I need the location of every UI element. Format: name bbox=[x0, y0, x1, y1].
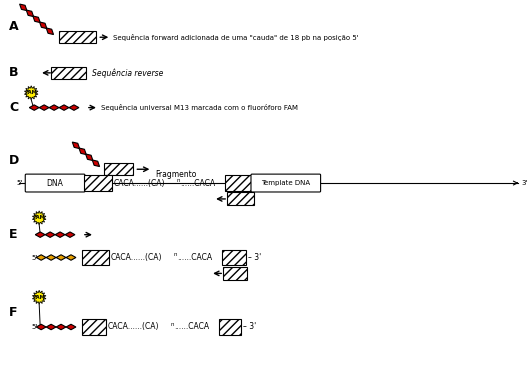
Polygon shape bbox=[45, 232, 55, 237]
Polygon shape bbox=[40, 22, 47, 29]
Bar bbox=[219, 319, 241, 335]
Text: 5': 5' bbox=[16, 180, 22, 186]
Bar bbox=[104, 163, 133, 175]
Bar bbox=[84, 175, 112, 191]
Polygon shape bbox=[92, 160, 100, 166]
Text: n: n bbox=[174, 252, 177, 257]
Polygon shape bbox=[49, 105, 59, 110]
Bar bbox=[51, 67, 86, 79]
Polygon shape bbox=[32, 211, 46, 225]
Polygon shape bbox=[20, 4, 27, 11]
Bar bbox=[82, 319, 106, 335]
Polygon shape bbox=[46, 28, 54, 35]
Text: A: A bbox=[10, 20, 19, 33]
Polygon shape bbox=[56, 324, 66, 330]
Text: – 3': – 3' bbox=[243, 322, 256, 331]
Text: B: B bbox=[10, 66, 19, 79]
Polygon shape bbox=[46, 255, 56, 260]
Text: 3': 3' bbox=[521, 180, 528, 186]
Bar bbox=[58, 31, 96, 43]
Polygon shape bbox=[36, 255, 46, 260]
Text: FAM: FAM bbox=[33, 295, 45, 300]
Text: D: D bbox=[10, 154, 20, 167]
Polygon shape bbox=[69, 105, 79, 110]
Text: Sequência forward adicionada de uma "cauda" de 18 pb na posição 5': Sequência forward adicionada de uma "cau… bbox=[113, 34, 359, 41]
Text: CACA......(CA): CACA......(CA) bbox=[114, 179, 165, 187]
Bar bbox=[225, 175, 252, 191]
Text: FAM: FAM bbox=[25, 90, 37, 95]
Text: E: E bbox=[10, 228, 18, 241]
Polygon shape bbox=[79, 148, 86, 155]
Polygon shape bbox=[36, 324, 46, 330]
Text: ......CACA: ......CACA bbox=[177, 253, 212, 262]
Text: Fragmento: Fragmento bbox=[155, 170, 196, 179]
Text: Template DNA: Template DNA bbox=[261, 180, 310, 186]
Text: n: n bbox=[176, 178, 180, 182]
Polygon shape bbox=[33, 16, 40, 22]
Text: ......CACA: ......CACA bbox=[174, 322, 210, 331]
Text: FAM: FAM bbox=[33, 215, 45, 220]
Polygon shape bbox=[32, 290, 46, 304]
Polygon shape bbox=[39, 105, 49, 110]
Polygon shape bbox=[56, 255, 66, 260]
Bar bbox=[82, 250, 109, 266]
Polygon shape bbox=[65, 232, 75, 237]
Text: 5': 5' bbox=[31, 324, 38, 330]
Bar bbox=[227, 192, 254, 205]
Polygon shape bbox=[85, 154, 93, 160]
Text: Sequência reverse: Sequência reverse bbox=[92, 68, 163, 78]
Text: C: C bbox=[10, 101, 19, 114]
Text: CACA......(CA): CACA......(CA) bbox=[111, 253, 162, 262]
Polygon shape bbox=[29, 105, 39, 110]
FancyBboxPatch shape bbox=[251, 174, 321, 192]
Text: F: F bbox=[10, 306, 18, 319]
Polygon shape bbox=[66, 324, 76, 330]
Text: DNA: DNA bbox=[47, 179, 64, 187]
Bar bbox=[222, 250, 246, 266]
Polygon shape bbox=[55, 232, 65, 237]
Text: 5': 5' bbox=[31, 255, 38, 261]
Bar bbox=[223, 267, 247, 280]
Polygon shape bbox=[26, 10, 33, 17]
Text: ......CACA: ......CACA bbox=[181, 179, 216, 187]
Text: n: n bbox=[170, 322, 174, 327]
Polygon shape bbox=[46, 324, 56, 330]
Text: – 3': – 3' bbox=[248, 253, 261, 262]
Text: CACA......(CA): CACA......(CA) bbox=[108, 322, 159, 331]
Polygon shape bbox=[66, 255, 76, 260]
Text: Sequência universal M13 marcada com o fluoróforo FAM: Sequência universal M13 marcada com o fl… bbox=[101, 104, 298, 111]
Polygon shape bbox=[72, 142, 80, 149]
FancyBboxPatch shape bbox=[25, 174, 85, 192]
Polygon shape bbox=[24, 86, 38, 100]
Polygon shape bbox=[35, 232, 45, 237]
Polygon shape bbox=[59, 105, 69, 110]
